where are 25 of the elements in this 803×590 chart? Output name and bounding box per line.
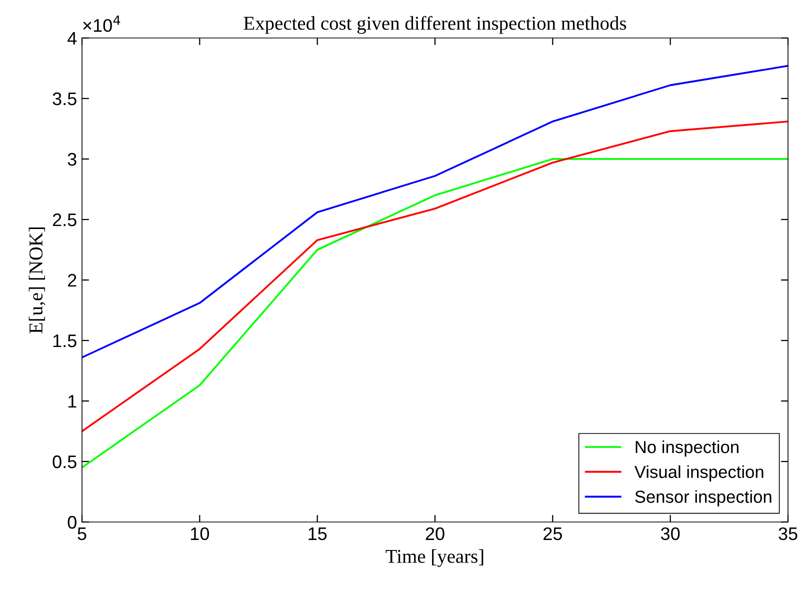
chart-title: Expected cost given different inspection methods [244,16,626,34]
y-axis-title: E[u,e] [NOK] [28,227,46,334]
line-series [82,120,788,432]
x-tick-label: 35 [778,527,798,540]
legend-label: No inspection [636,440,738,457]
x-tick-label: 30 [660,527,680,540]
legend-label: Visual inspection [634,465,764,482]
y-tick-label: 2.5 [52,213,76,226]
y-tick-label: 0.5 [52,455,76,468]
legend-label: Sensor inspection [635,490,772,506]
y-tick-label: 1.5 [53,334,76,348]
y-tick-label: 0 [68,516,76,529]
x-tick-label: 20 [426,527,444,540]
x-tick-label: 25 [544,527,562,540]
x-axis-title: Time [years] [386,549,484,567]
x-tick-label: 5 [78,528,86,540]
y-tick-label: 2 [68,274,76,287]
x-tick-label: 15 [308,528,327,540]
line-series [82,64,788,358]
y-tick-label: 3 [68,152,76,166]
y-tick-label: 3.5 [52,92,76,106]
y-tick-label: 1 [68,395,76,408]
text: ×10$^{4}$ [83,16,120,32]
x-tick-label: 10 [191,527,210,540]
y-tick-label: 4 [68,32,77,45]
